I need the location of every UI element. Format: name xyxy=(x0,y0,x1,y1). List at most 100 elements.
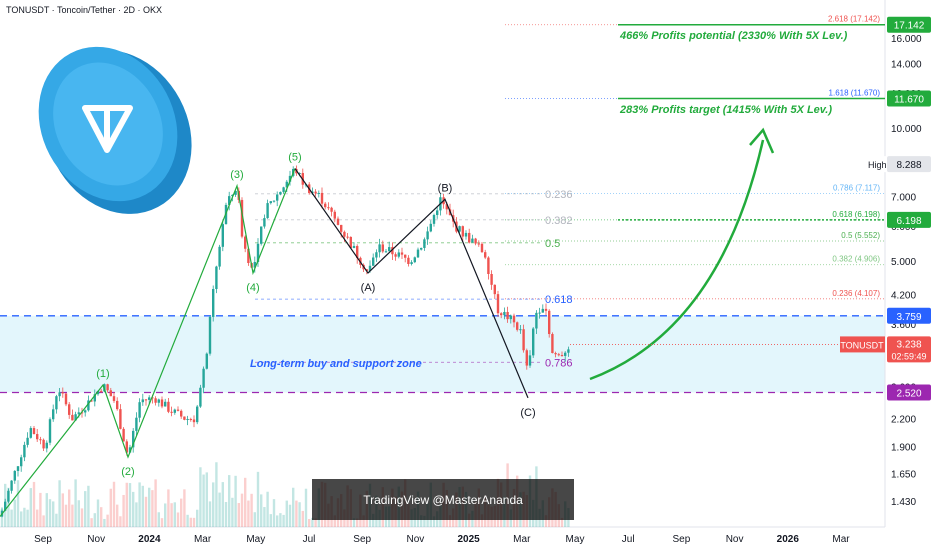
wave-label: (A) xyxy=(361,282,376,294)
candle-body xyxy=(240,199,244,237)
fib-target-label: 0.786 (7.117) xyxy=(833,183,880,192)
volume-bar xyxy=(218,492,221,527)
y-tick-label: 5.000 xyxy=(891,257,916,268)
candle-body xyxy=(135,417,138,431)
candle-body xyxy=(32,428,36,435)
chart-header: TONUSDT · Toncoin/Tether · 2D · OKX xyxy=(6,5,163,15)
projection-arrow xyxy=(589,139,765,381)
volume-bar xyxy=(205,472,208,527)
candle-body xyxy=(375,252,378,258)
candle-body xyxy=(528,355,532,366)
candle-body xyxy=(391,247,394,255)
volume-bar xyxy=(352,518,356,527)
candle-body xyxy=(522,329,525,351)
volume-bar xyxy=(55,513,58,527)
candle-body xyxy=(221,224,224,247)
candle-body xyxy=(186,418,189,420)
candle-body xyxy=(29,428,32,438)
candle-body xyxy=(71,414,74,421)
candle-body xyxy=(544,308,548,311)
candle-body xyxy=(183,416,186,420)
volume-bar xyxy=(128,483,132,527)
x-tick-label: 2024 xyxy=(138,534,161,545)
volume-bar xyxy=(250,493,253,527)
volume-bar xyxy=(64,504,68,527)
candle-body xyxy=(500,313,503,316)
volume-bar xyxy=(90,518,93,527)
candle-body xyxy=(173,409,176,413)
volume-bar xyxy=(256,471,260,527)
candle-body xyxy=(400,252,404,255)
candle-body xyxy=(410,262,413,265)
candle-body xyxy=(157,399,160,403)
volume-bar xyxy=(74,479,77,527)
high-value-tag-bg xyxy=(887,156,931,173)
candle-body xyxy=(154,398,157,403)
volume-bar xyxy=(164,503,167,527)
volume-bar xyxy=(52,501,55,527)
candle-body xyxy=(48,419,52,443)
candle-body xyxy=(132,430,135,448)
candle-body xyxy=(560,355,564,357)
candle-body xyxy=(176,409,180,411)
volume-bar xyxy=(269,514,272,527)
volume-bar xyxy=(234,475,237,527)
volume-bar xyxy=(29,488,32,527)
candle-body xyxy=(36,434,39,440)
price-level-tag: 3.759 xyxy=(896,312,921,323)
candle-body xyxy=(461,226,464,237)
ton-symbol-shape xyxy=(82,105,133,153)
candle-body xyxy=(58,392,61,397)
symbol-tag: TONUSDT xyxy=(840,340,884,350)
volume-bar xyxy=(282,514,285,527)
x-tick-label: Sep xyxy=(353,534,371,545)
volume-bar xyxy=(45,493,48,527)
volume-bar xyxy=(183,489,186,527)
candle-body xyxy=(138,402,141,418)
candle-body xyxy=(189,418,192,420)
x-tick-label: 2026 xyxy=(777,534,800,545)
candle-body xyxy=(320,192,324,204)
volume-bar xyxy=(266,491,269,527)
volume-bar xyxy=(112,481,116,527)
candle-body xyxy=(16,466,20,471)
candle-body xyxy=(247,248,250,264)
candle-body xyxy=(167,401,170,412)
volume-bar xyxy=(423,515,426,527)
candle-body xyxy=(192,419,196,423)
toncoin-logo xyxy=(38,46,192,214)
volume-bar xyxy=(308,518,311,527)
candle-body xyxy=(282,187,285,192)
volume-bar xyxy=(362,515,365,527)
volume-bar xyxy=(253,512,256,527)
x-tick-label: Nov xyxy=(726,534,744,545)
candle-body xyxy=(464,232,468,237)
volume-bar xyxy=(448,515,452,527)
volume-bar xyxy=(237,503,240,527)
candle-body xyxy=(144,399,148,401)
candle-body xyxy=(503,311,506,316)
y-tick-label: 2.200 xyxy=(891,415,916,426)
fib-retracement-label: 0.382 xyxy=(545,215,573,227)
volume-bar xyxy=(285,500,288,527)
candle-body xyxy=(519,329,522,331)
candle-body xyxy=(381,244,384,252)
volume-bar xyxy=(125,482,128,527)
volume-bar xyxy=(48,499,52,527)
candle-body xyxy=(484,252,487,258)
volume-bar xyxy=(93,513,96,527)
price-level-tag-bg xyxy=(887,16,931,33)
candle-body xyxy=(480,243,484,253)
candle-body xyxy=(388,247,391,252)
candle-body xyxy=(285,181,288,188)
y-tick-label: 10.000 xyxy=(891,124,922,135)
fib-target-label: 1.618 (11.670) xyxy=(829,88,881,97)
fib-retracement-label: 0.786 xyxy=(545,357,573,369)
candle-body xyxy=(263,218,266,227)
volume-bar xyxy=(32,481,36,527)
candle-body xyxy=(330,207,333,212)
price-level-tag: 17.142 xyxy=(894,21,925,32)
candle-body xyxy=(52,409,55,420)
candle-body xyxy=(106,384,109,391)
